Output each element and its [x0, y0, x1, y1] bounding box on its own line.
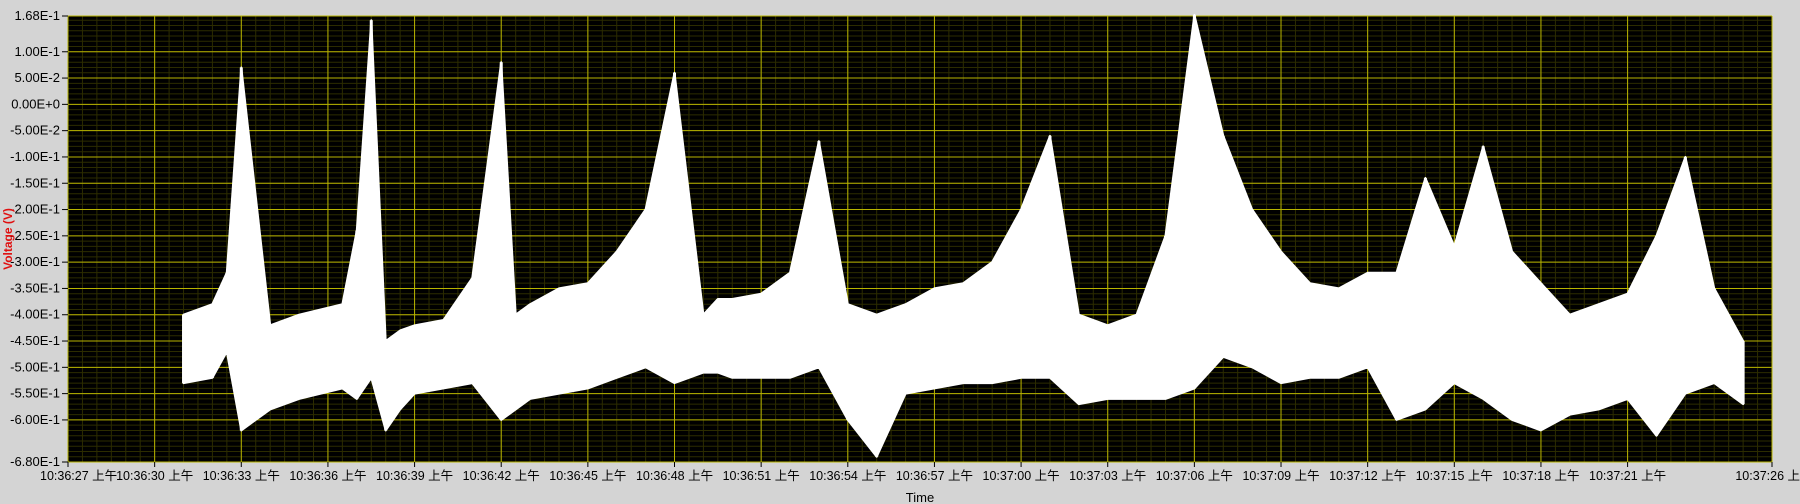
y-axis-label: Voltage (V) [1, 208, 15, 270]
x-tick-label: 10:37:00 上午 [983, 469, 1060, 483]
y-tick-label: -3.50E-1 [10, 280, 60, 295]
y-tick-label: -2.00E-1 [10, 202, 60, 217]
x-tick-label: 10:36:57 上午 [896, 469, 973, 483]
x-tick-label: 10:37:03 上午 [1069, 469, 1146, 483]
y-tick-label: -1.50E-1 [10, 175, 60, 190]
x-tick-label: 10:36:48 上午 [636, 469, 713, 483]
y-tick-label: -5.50E-1 [10, 386, 60, 401]
x-tick-label: 10:36:45 上午 [549, 469, 626, 483]
x-tick-label: 10:37:15 上午 [1416, 469, 1493, 483]
x-tick-label: 10:36:51 上午 [723, 469, 800, 483]
x-tick-label: 10:36:30 上午 [116, 469, 193, 483]
x-tick-label: 10:37:06 上午 [1156, 469, 1233, 483]
x-tick-label: 10:36:42 上午 [463, 469, 540, 483]
y-tick-label: 0.00E+0 [11, 96, 60, 111]
y-tick-label: -1.00E-1 [10, 149, 60, 164]
y-axis-ticks: 1.68E-1 1.00E-1 5.00E-2 0.00E+0 -5.00E-2 -1.0… [10, 8, 68, 469]
y-tick-label: -5.00E-2 [10, 123, 60, 138]
x-tick-label: 10:36:33 上午 [203, 469, 280, 483]
x-tick-label: 10:37:18 上午 [1502, 469, 1579, 483]
y-tick-label: -4.00E-1 [10, 307, 60, 322]
y-tick-label: 5.00E-2 [14, 70, 60, 85]
y-tick-label: 1.68E-1 [14, 8, 60, 23]
y-tick-label: -3.00E-1 [10, 254, 60, 269]
y-tick-label: -2.50E-1 [10, 228, 60, 243]
y-tick-label: 1.00E-1 [14, 44, 60, 59]
x-tick-label: 10:37:26 上 [1735, 469, 1800, 483]
x-tick-label: 10:36:27 上午 [40, 469, 117, 483]
x-tick-label: 10:37:21 上午 [1589, 469, 1666, 483]
x-tick-label: 10:36:36 上午 [289, 469, 366, 483]
y-tick-label: -6.00E-1 [10, 412, 60, 427]
y-tick-label: -6.80E-1 [10, 454, 60, 469]
x-axis-label: Time [906, 490, 934, 504]
x-tick-label: 10:36:39 上午 [376, 469, 453, 483]
y-tick-label: -5.00E-1 [10, 359, 60, 374]
x-tick-label: 10:36:54 上午 [809, 469, 886, 483]
x-tick-label: 10:37:09 上午 [1242, 469, 1319, 483]
x-tick-label: 10:37:12 上午 [1329, 469, 1406, 483]
y-tick-label: -4.50E-1 [10, 333, 60, 348]
